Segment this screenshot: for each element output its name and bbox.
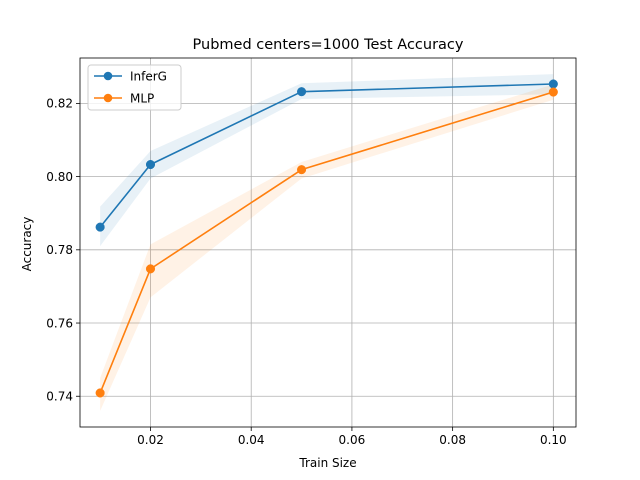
y-tick-label: 0.74 (46, 390, 73, 404)
data-point-mlp (145, 264, 156, 274)
y-axis-ticks: 0.74 0.76 0.78 0.80 0.82 (46, 97, 80, 404)
legend: InferG MLP (87, 64, 182, 111)
data-point-mlp (95, 388, 105, 398)
x-tick-label: 0.04 (238, 433, 265, 447)
series-lines (99, 83, 554, 394)
legend-swatch-marker (103, 93, 113, 103)
confidence-bands (100, 74, 554, 411)
grid-lines (80, 58, 576, 427)
y-tick-label: 0.78 (46, 243, 73, 257)
data-point-inferg (145, 159, 156, 170)
x-tick-label: 0.06 (339, 433, 366, 447)
chart-title: Pubmed centers=1000 Test Accuracy (193, 37, 464, 53)
data-point-mlp (548, 87, 558, 97)
x-tick-label: 0.10 (540, 433, 567, 447)
confidence-band-inferg (100, 74, 554, 247)
x-axis-label: Train Size (298, 456, 356, 470)
data-point-inferg (95, 222, 105, 232)
y-tick-label: 0.76 (46, 316, 73, 330)
legend-swatch-marker (103, 71, 113, 81)
plot-area-background (80, 58, 576, 427)
series-line-mlp (99, 91, 554, 394)
data-point-mlp (297, 165, 307, 175)
series-markers (95, 79, 558, 398)
y-axis-label: Accuracy (20, 217, 34, 272)
x-axis-ticks: 0.02 0.04 0.06 0.08 0.10 (137, 427, 567, 447)
plot-area-frame (79, 57, 577, 428)
x-tick-label: 0.02 (137, 433, 164, 447)
confidence-band-mlp (100, 84, 554, 411)
data-point-inferg (297, 87, 307, 97)
legend-label: MLP (130, 91, 154, 105)
data-point-inferg (548, 79, 558, 89)
series-line-inferg (99, 83, 554, 228)
y-tick-label: 0.82 (46, 97, 73, 111)
y-tick-label: 0.80 (46, 170, 73, 184)
x-tick-label: 0.08 (439, 433, 466, 447)
legend-label: InferG (130, 69, 167, 83)
